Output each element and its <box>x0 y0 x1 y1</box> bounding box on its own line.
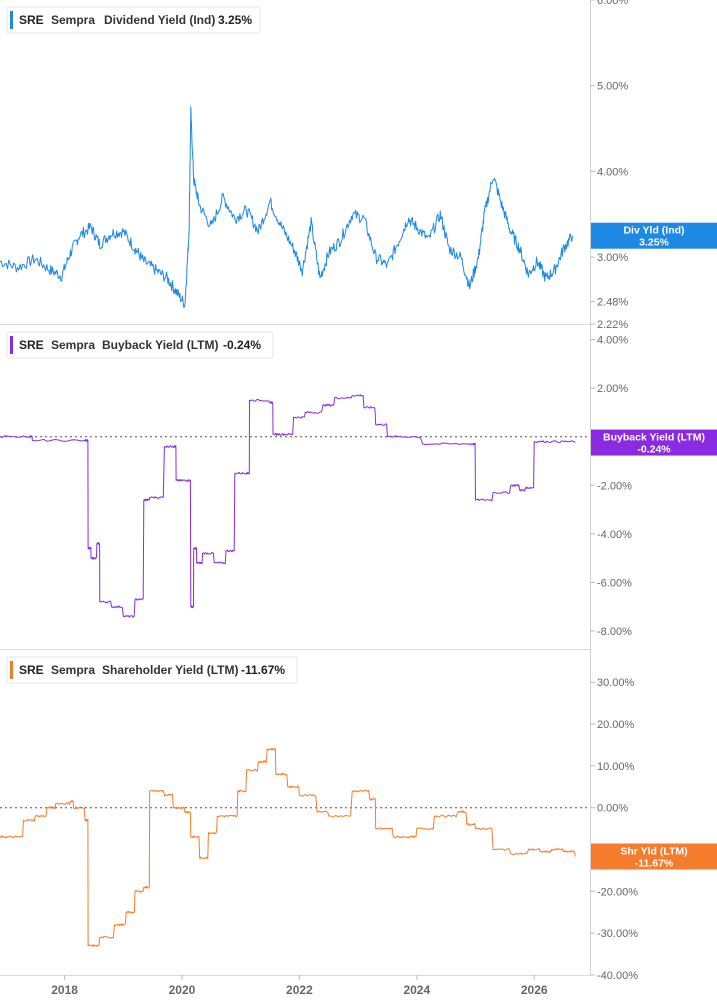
legend-ticker: SRE <box>19 13 44 27</box>
y-tick-label: 10.00% <box>597 761 635 773</box>
legend-box <box>6 331 274 359</box>
y-tick-label: 2.22% <box>597 319 628 331</box>
legend-color-marker <box>10 336 13 354</box>
badge-label: Div Yld (Ind) <box>623 225 684 237</box>
badge-value: 3.25% <box>639 237 669 249</box>
legend-metric: Shareholder Yield (LTM) <box>102 663 238 677</box>
legend-value: -11.67% <box>241 663 285 677</box>
y-tick-label: 5.00% <box>597 81 628 93</box>
last-value-badge <box>591 429 717 456</box>
x-tick-label: 2026 <box>521 983 548 997</box>
legend-box <box>6 656 298 684</box>
legend-color-marker <box>10 11 13 29</box>
y-tick-label: 20.00% <box>597 719 635 731</box>
last-value-badge <box>591 222 717 249</box>
legend-ticker: SRE <box>19 338 44 352</box>
y-tick-label: 3.00% <box>597 252 628 264</box>
badge-label: Buyback Yield (LTM) <box>603 432 705 444</box>
y-tick-label: 4.00% <box>597 166 628 178</box>
series-line <box>0 394 576 618</box>
y-tick-label: 4.00% <box>597 335 628 347</box>
badge-label: Shr Yld (LTM) <box>620 846 687 858</box>
badge-value: -0.24% <box>637 444 671 456</box>
legend-ticker: SRE <box>19 663 44 677</box>
legend-company: Sempra <box>51 663 95 677</box>
y-tick-label: -2.00% <box>597 480 632 492</box>
y-tick-label: 0.00% <box>597 803 628 815</box>
y-tick-label: 2.00% <box>597 383 628 395</box>
last-value-badge <box>591 843 717 870</box>
legend-company: Sempra <box>51 338 95 352</box>
y-tick-label: 30.00% <box>597 677 635 689</box>
x-tick-label: 2024 <box>403 983 430 997</box>
legend-company: Sempra <box>51 13 95 27</box>
x-tick-label: 2020 <box>169 983 196 997</box>
y-tick-label: -8.00% <box>597 626 632 638</box>
y-tick-label: -4.00% <box>597 529 632 541</box>
y-tick-label: -30.00% <box>597 928 638 940</box>
legend-value: 3.25% <box>218 13 252 27</box>
legend-metric: Dividend Yield (Ind) <box>104 13 215 27</box>
legend-value: -0.24% <box>223 338 261 352</box>
series-line <box>0 747 576 947</box>
y-tick-label: -40.00% <box>597 970 638 982</box>
x-tick-label: 2022 <box>286 983 313 997</box>
x-tick-label: 2018 <box>51 983 78 997</box>
legend-metric: Buyback Yield (LTM) <box>102 338 218 352</box>
legend-box <box>6 6 261 34</box>
y-tick-label: 2.48% <box>597 297 628 309</box>
badge-value: -11.67% <box>635 858 674 870</box>
y-tick-label: -20.00% <box>597 886 638 898</box>
y-tick-label: 6.00% <box>597 0 628 7</box>
series-line <box>0 106 573 308</box>
y-tick-label: -6.00% <box>597 577 632 589</box>
legend-color-marker <box>10 661 13 679</box>
